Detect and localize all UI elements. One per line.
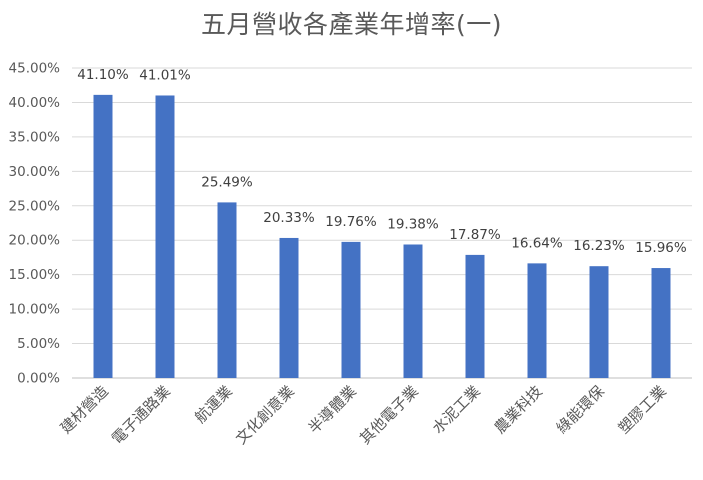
y-tick-label: 35.00% bbox=[9, 129, 61, 145]
bar bbox=[155, 95, 175, 378]
y-tick-label: 5.00% bbox=[17, 336, 60, 352]
category-label: 農業科技 bbox=[491, 382, 546, 437]
data-label: 16.23% bbox=[573, 238, 625, 254]
bar bbox=[217, 202, 237, 378]
y-tick-label: 30.00% bbox=[9, 164, 61, 180]
category-label: 半導體業 bbox=[305, 382, 360, 437]
y-tick-label: 15.00% bbox=[9, 267, 61, 283]
category-label: 航運業 bbox=[191, 382, 236, 427]
category-label: 文化創意業 bbox=[232, 382, 298, 448]
y-tick-label: 20.00% bbox=[9, 233, 61, 249]
y-tick-label: 0.00% bbox=[17, 371, 60, 387]
bar bbox=[527, 263, 547, 378]
bar bbox=[651, 268, 671, 378]
category-label: 水泥工業 bbox=[429, 382, 484, 437]
category-label: 電子通路業 bbox=[108, 382, 174, 448]
y-tick-label: 40.00% bbox=[9, 95, 61, 111]
category-label: 其他電子業 bbox=[356, 382, 422, 448]
y-tick-label: 45.00% bbox=[9, 61, 61, 77]
data-label: 17.87% bbox=[449, 227, 501, 243]
category-label: 綠能環保 bbox=[553, 382, 608, 437]
y-tick-label: 25.00% bbox=[9, 198, 61, 214]
data-label: 19.38% bbox=[387, 216, 439, 232]
bar bbox=[93, 94, 113, 378]
y-tick-label: 10.00% bbox=[9, 302, 61, 318]
data-label: 20.33% bbox=[263, 210, 315, 226]
data-label: 41.01% bbox=[139, 67, 191, 83]
bar bbox=[589, 266, 609, 378]
category-label: 建材營造 bbox=[57, 382, 112, 437]
bar bbox=[403, 244, 423, 378]
data-label: 19.76% bbox=[325, 214, 377, 230]
category-label: 塑膠工業 bbox=[615, 382, 670, 437]
data-label: 16.64% bbox=[511, 235, 563, 251]
bar bbox=[279, 237, 299, 378]
bar bbox=[465, 254, 485, 378]
data-label: 41.10% bbox=[77, 67, 129, 83]
bar bbox=[341, 241, 361, 378]
data-label: 25.49% bbox=[201, 174, 253, 190]
chart-title: 五月營收各產業年增率(一) bbox=[200, 10, 502, 39]
data-label: 15.96% bbox=[635, 240, 687, 256]
